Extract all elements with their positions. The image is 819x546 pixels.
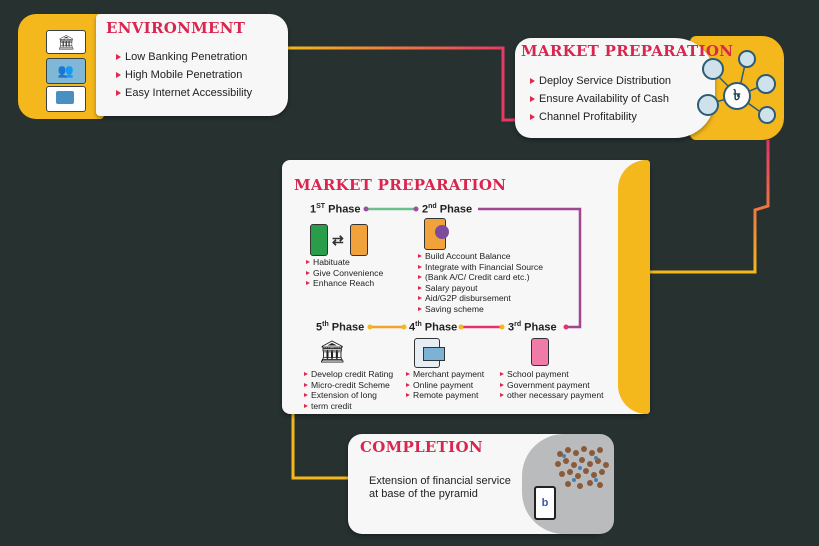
mobile-wallet-icon: [424, 218, 449, 250]
list-item: High Mobile Penetration: [116, 66, 252, 84]
market-top-card: [515, 38, 715, 138]
phase5-label: 5th Phase: [316, 321, 365, 334]
environment-title: ENVIRONMENT: [106, 19, 246, 37]
network-node: [756, 74, 776, 94]
list-item: School payment: [500, 369, 604, 380]
phase2-list: Build Account Balance Integrate with Fin…: [418, 251, 543, 315]
list-item-continued: other necessary payment: [500, 390, 604, 401]
completion-text-line: Extension of financial service: [369, 475, 511, 487]
environment-card: [96, 14, 288, 116]
completion-text-line: at base of the pyramid: [369, 488, 478, 500]
completion-title: COMPLETION: [360, 438, 483, 456]
completion-text: Extension of financial service at base o…: [369, 475, 511, 501]
environment-list: Low Banking Penetration High Mobile Pene…: [116, 48, 252, 102]
network-node: [697, 94, 719, 116]
phase3-list: School payment Government payment other …: [500, 369, 604, 401]
phase3-label: 3rd Phase: [508, 321, 557, 334]
bank-icon: 🏛: [46, 30, 86, 54]
bank-credit-icon: 🏛: [318, 339, 346, 364]
phase1-label: 1ST Phase: [310, 203, 361, 216]
network-node: [702, 58, 724, 80]
list-item: Integrate with Financial Source: [418, 262, 543, 273]
connector-env-to-market: [288, 46, 518, 122]
list-item: Easy Internet Accessibility: [116, 84, 252, 102]
phase2-label: 2nd Phase: [422, 203, 473, 216]
list-item: Government payment: [500, 380, 604, 391]
list-item: Ensure Availability of Cash: [530, 90, 671, 108]
mobile-phone-icon: b: [534, 486, 556, 520]
connector-market-to-main: [650, 140, 770, 274]
people-icon: 👥: [46, 58, 86, 84]
market-main-accent-bar: [618, 160, 650, 414]
phase4-label: 4th Phase: [409, 321, 458, 334]
crowd-icon: [555, 446, 609, 489]
list-item: Salary payout: [418, 283, 543, 294]
list-item: Build Account Balance: [418, 251, 543, 262]
list-item: Online payment: [406, 380, 484, 391]
list-item: Develop credit Rating: [304, 369, 393, 380]
taka-hub-icon: ৳: [723, 82, 751, 110]
phase5-list: Develop credit Rating Micro-credit Schem…: [304, 369, 393, 411]
card-payment-icon: [414, 338, 445, 368]
connector-main-to-completion: [291, 412, 348, 480]
phone-exchange-icon: ⇄: [310, 224, 370, 256]
network-node: [758, 106, 776, 124]
list-item: Aid/G2P disbursement: [418, 293, 543, 304]
list-item: Habituate: [306, 257, 383, 268]
list-item: Channel Profitability: [530, 108, 671, 126]
list-item-continued: term credit: [304, 401, 393, 412]
list-item: Low Banking Penetration: [116, 48, 252, 66]
network-node: [738, 50, 756, 68]
list-item: Saving scheme: [418, 304, 543, 315]
list-item: Micro-credit Scheme: [304, 380, 393, 391]
list-item: Give Convenience: [306, 268, 383, 279]
list-item: Merchant payment: [406, 369, 484, 380]
market-main-card: [282, 160, 650, 414]
school-payment-icon: [531, 338, 549, 366]
list-item: Enhance Reach: [306, 278, 383, 289]
market-top-title: MARKET PREPARATION: [521, 42, 734, 60]
list-item: Extension of long: [304, 390, 393, 401]
market-main-title: MARKET PREPARATION: [294, 176, 507, 194]
internet-icon: [46, 86, 86, 112]
phase1-list: Habituate Give Convenience Enhance Reach: [306, 257, 383, 289]
list-item-continued: (Bank A/C/ Credit card etc.): [418, 272, 543, 283]
list-item: Deploy Service Distribution: [530, 72, 671, 90]
market-top-list: Deploy Service Distribution Ensure Avail…: [530, 72, 671, 126]
list-item: Remote payment: [406, 390, 484, 401]
phase4-list: Merchant payment Online payment Remote p…: [406, 369, 484, 401]
